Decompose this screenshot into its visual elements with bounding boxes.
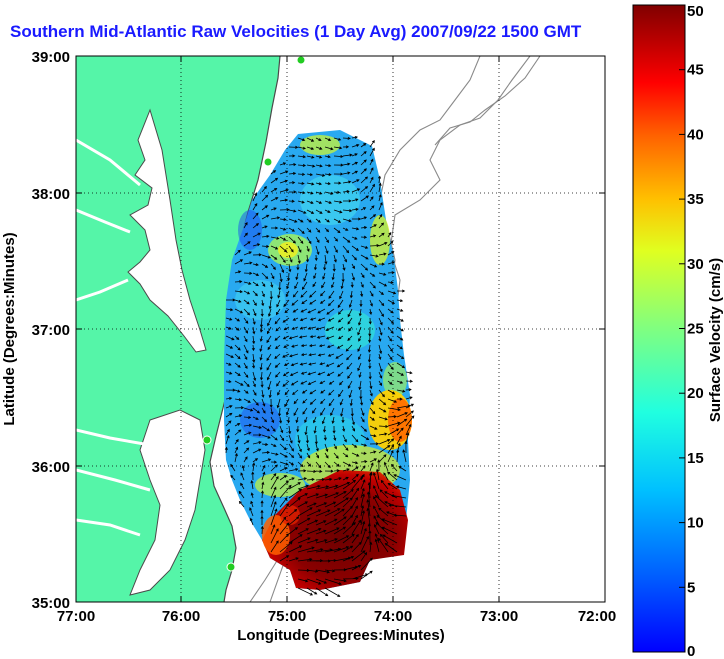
vector-arrows [224, 135, 415, 597]
x-tick-label: 74:00 [374, 608, 412, 625]
field-patch-10 [370, 215, 390, 265]
y-tick-label: 37:00 [32, 322, 70, 339]
colorbar-tick-label: 20 [687, 385, 704, 402]
colorbar-tick-label: 10 [687, 515, 704, 532]
river-1 [76, 138, 141, 187]
x-tick-label: 75:00 [268, 608, 306, 625]
river-3 [76, 278, 129, 302]
colorbar-tick-label: 45 [687, 62, 704, 79]
colorbar-tick-label: 50 [687, 3, 704, 20]
station-marker[interactable] [263, 157, 273, 167]
pamlico-sound [129, 409, 206, 596]
station-marker[interactable] [202, 435, 212, 445]
tick-marks [76, 56, 605, 602]
colorbar-tick-label: 15 [687, 450, 704, 467]
field-patch-11 [383, 362, 407, 398]
y-axis-label: Latitude (Degrees:Minutes) [1, 232, 18, 425]
field-patch-6 [238, 210, 262, 250]
x-tick-labels: 77:00 76:00 75:00 74:00 73:00 72:00 [57, 608, 616, 625]
x-tick-label: 77:00 [57, 608, 95, 625]
river-4 [76, 428, 151, 447]
colorbar-tick-label: 30 [687, 256, 704, 273]
colorbar-tick-label: 40 [687, 126, 704, 143]
y-tick-label: 36:00 [32, 459, 70, 476]
station-marker[interactable] [296, 56, 306, 65]
x-tick-label: 72:00 [578, 608, 616, 625]
river-6 [76, 518, 141, 537]
field-patch-2 [235, 280, 285, 320]
y-tick-label: 35:00 [32, 595, 70, 612]
colorbar-tick-label: 5 [687, 579, 695, 596]
colorbar-tick-label: 35 [687, 191, 704, 208]
colorbar-tick-label: 25 [687, 321, 704, 338]
river-2 [76, 208, 131, 234]
x-axis-label: Longitude (Degrees:Minutes) [237, 627, 445, 644]
velocity-vectors [224, 135, 415, 597]
y-tick-label: 39:00 [32, 49, 70, 66]
x-tick-label: 76:00 [162, 608, 200, 625]
y-tick-labels: 39:00 38:00 37:00 36:00 35:00 [32, 49, 70, 612]
contour-3 [434, 56, 541, 146]
hot-rim-1 [262, 515, 290, 555]
map-title: Southern Mid-Atlantic Raw Velocities (1 … [10, 22, 582, 41]
grid-lines [76, 56, 605, 602]
colorbar [632, 4, 686, 653]
river-5 [76, 468, 151, 492]
colorbar-tick-label: 0 [687, 643, 695, 659]
field-patch-5 [240, 402, 280, 438]
colorbar-label: Surface Velocity (cm/s) [707, 258, 724, 422]
field-patch-1 [300, 175, 360, 225]
station-marker[interactable] [226, 562, 236, 572]
x-tick-label: 73:00 [480, 608, 518, 625]
field-patch-8 [278, 242, 298, 258]
y-tick-label: 38:00 [32, 186, 70, 203]
